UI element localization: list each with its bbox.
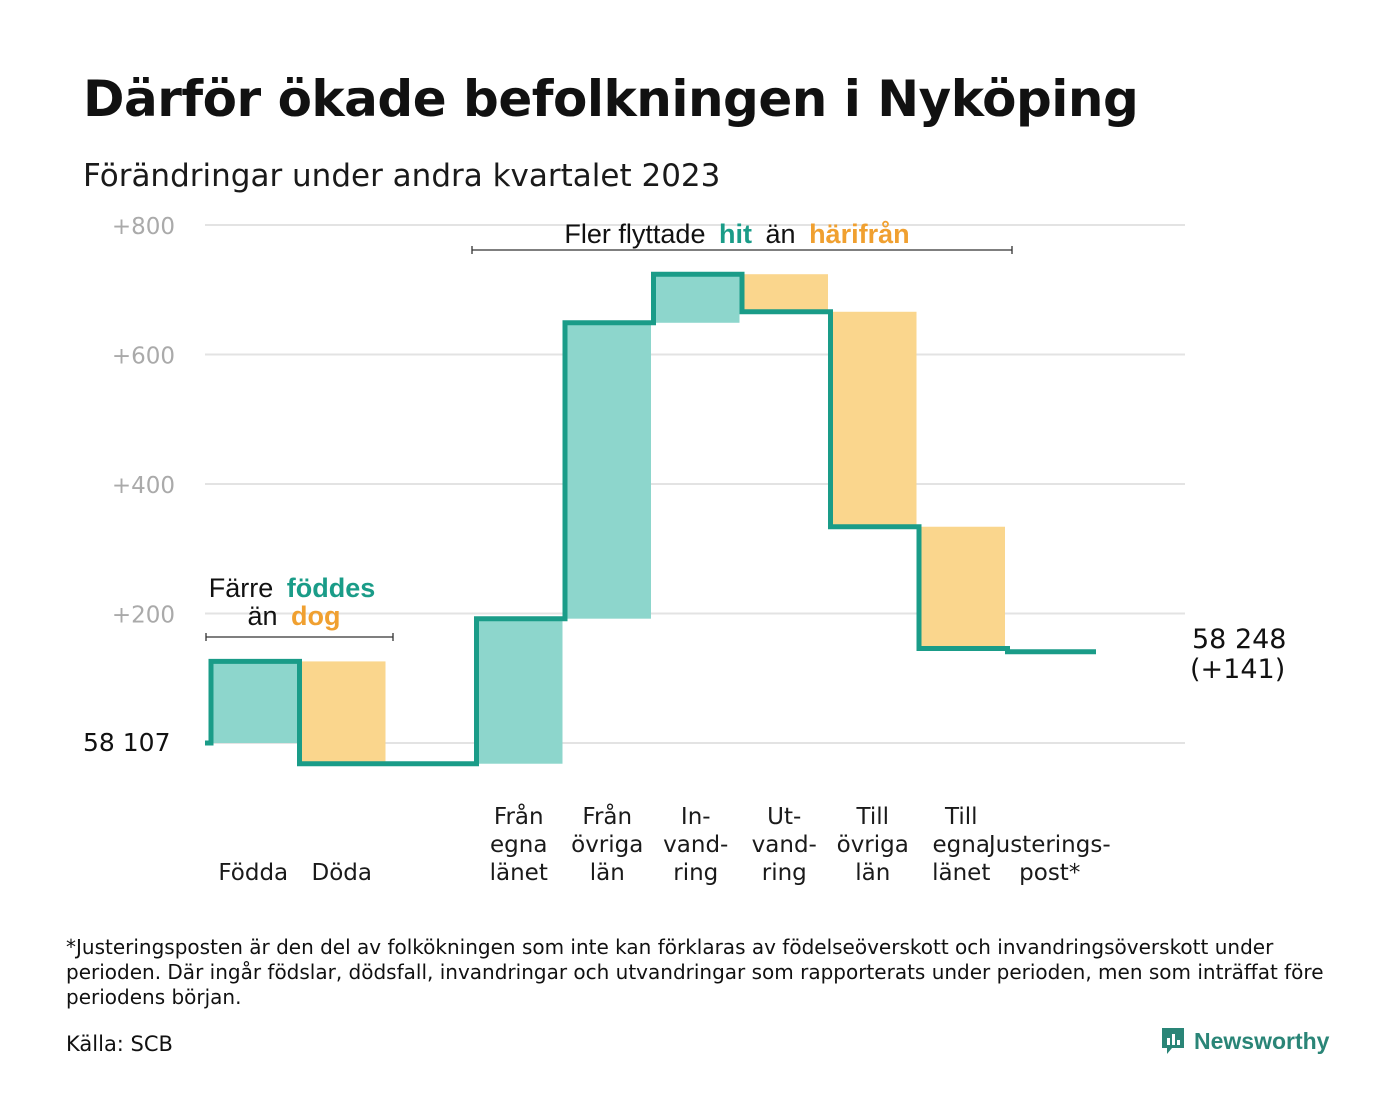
category-label: Döda — [312, 860, 372, 886]
grid-lines: +200 +400 +600 +800 — [112, 214, 1185, 744]
category-label: Justerings- — [987, 832, 1111, 858]
annotation-highlight-orange: dog — [291, 601, 340, 631]
chart-subtitle: Förändringar under andra kvartalet 2023 — [83, 158, 721, 194]
y-tick-label: +200 — [112, 603, 175, 629]
category-label: Till — [855, 804, 889, 830]
category-label: ring — [673, 860, 718, 886]
annotation-text: Fler flyttade — [564, 219, 705, 249]
annotation-highlight-orange: härifrån — [809, 219, 910, 249]
category-label: egna — [933, 832, 990, 858]
increase-bar — [476, 618, 563, 764]
decrease-bar — [742, 274, 828, 312]
category-labels: Födda DödaFrånegnalänetFrånövrigalänIn-va… — [218, 802, 1110, 886]
category-label: län — [855, 860, 890, 886]
annotation-highlight-green: föddes — [287, 573, 376, 603]
bars — [211, 274, 1005, 764]
chart-title: Därför ökade befolkningen i Nyköping — [83, 70, 1139, 128]
y-tick-label: +400 — [112, 473, 175, 499]
svg-text:Färre föddes: Färre föddes — [209, 573, 376, 603]
increase-bar — [211, 661, 297, 743]
y-tick-label: +800 — [112, 214, 175, 240]
annotation-text: Färre — [209, 573, 274, 603]
decrease-bar — [830, 311, 917, 527]
category-label: post* — [1019, 860, 1080, 886]
category-label: vand- — [752, 832, 817, 858]
cumulative-step-line — [205, 271, 1096, 767]
category-label: övriga — [571, 832, 643, 858]
category-label: vand- — [663, 832, 728, 858]
annotation-text: än — [247, 601, 277, 631]
y-tick-label: +600 — [112, 344, 175, 370]
category-label: övriga — [837, 832, 909, 858]
increase-bar — [653, 274, 740, 323]
waterfall-chart: +200+400+600+800 Födda DödaFrånegnalänetF… — [83, 214, 1286, 886]
annotation-bracket — [471, 246, 1013, 254]
category-label: länet — [932, 860, 990, 886]
brand-name: Newsworthy — [1194, 1027, 1330, 1054]
category-label: Födda — [218, 860, 288, 886]
annotation-bracket — [205, 633, 394, 641]
svg-text:än dog: än dog — [247, 601, 340, 631]
chart-badge-icon — [1162, 1028, 1184, 1054]
source-label: Källa: SCB — [66, 1032, 173, 1056]
step-line — [205, 271, 1096, 767]
category-label: Från — [582, 802, 632, 830]
annotation-migration: Fler flyttade hit än härifrån — [471, 219, 1013, 254]
svg-text:Fler flyttade hit: Fler flyttade hit än härifrån — [564, 219, 909, 249]
decrease-bar — [299, 661, 386, 764]
increase-bar — [565, 322, 651, 619]
decrease-bar — [919, 526, 1005, 649]
annotation-highlight-green: hit — [719, 219, 752, 249]
annotation-text: än — [766, 219, 796, 249]
category-label: län — [590, 860, 625, 886]
category-label: Ut- — [767, 804, 801, 830]
end-value-label: 58 248 — [1192, 624, 1286, 655]
category-label: Till — [944, 804, 978, 830]
footnote: *Justeringsposten är den del av folkökni… — [66, 935, 1324, 1009]
brand-logo[interactable]: Newsworthy — [1160, 1026, 1329, 1056]
category-label: ring — [762, 860, 807, 886]
start-value-label: 58 107 — [83, 728, 170, 757]
category-label: Från — [494, 802, 544, 830]
category-label: länet — [490, 860, 548, 886]
category-label: In- — [681, 804, 711, 830]
end-change-label: (+141) — [1190, 654, 1285, 685]
category-label: egna — [490, 832, 547, 858]
annotation-births-deaths: Färre föddes än dog — [205, 573, 394, 641]
